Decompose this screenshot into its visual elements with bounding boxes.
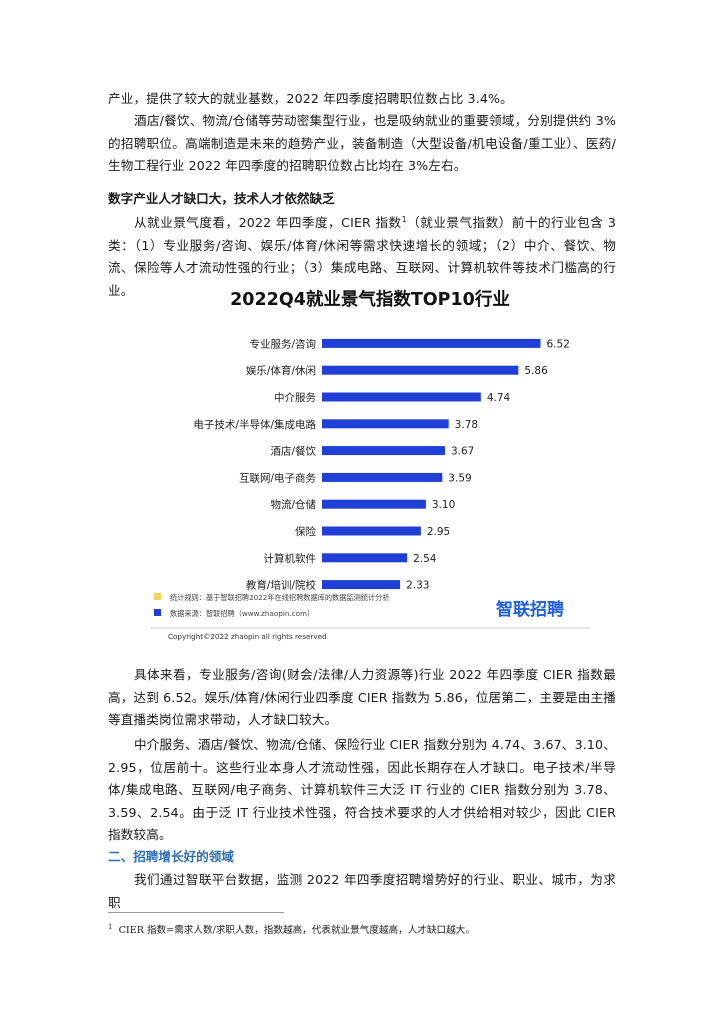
paragraph-monitoring: 我们通过智联平台数据，监测 2022 年四季度招聘增势好的行业、职业、城市，为求…: [108, 872, 616, 910]
logo-text: 智联招聘: [496, 599, 564, 620]
category-label: 教育/培训/院校: [246, 579, 317, 592]
legend-source-text: 数据来源：智联招聘（www.zhaopin.com）: [170, 609, 314, 618]
legend-swatch-source: [154, 609, 161, 616]
section-heading: 二、招聘增长好的领域: [108, 849, 234, 864]
category-label: 酒店/餐饮: [270, 445, 316, 458]
chart-title: 2022Q4就业景气指数TOP10行业: [230, 290, 510, 310]
value-label: 2.33: [406, 580, 429, 592]
chart-canvas: 专业服务/咨询 6.52 娱乐/体育/休闲 5.86 中介服务 4.74 电子技术/半导体/…: [150, 337, 590, 641]
value-label: 3.10: [432, 499, 455, 511]
value-label: 3.67: [451, 446, 474, 458]
paragraph-labor-intensive: 酒店/餐饮、物流/仓储等劳动密集型行业，也是吸纳就业的重要领域，分别提供约 3%…: [108, 113, 616, 174]
paragraph-cier-text-b: （就业景气指数）前十的行业包含 3 类：（1）专业服务/咨询、娱乐/体育/休闲等…: [108, 215, 616, 298]
value-label: 3.59: [448, 472, 471, 484]
cier-bar-chart: 2022Q4就业景气指数TOP10行业 专业服务/咨询 6.52 娱乐/体育/休闲 5…: [150, 282, 590, 642]
legend-swatch-rule: [154, 593, 161, 600]
value-label: 2.95: [427, 526, 450, 538]
category-label: 专业服务/咨询: [249, 337, 316, 350]
value-label: 6.52: [547, 338, 570, 350]
category-label: 保险: [295, 525, 316, 538]
bar: [322, 553, 408, 563]
footnote-ref[interactable]: 1: [401, 214, 407, 224]
footnote-mark: 1: [108, 922, 113, 931]
value-label: 2.54: [413, 553, 437, 565]
paragraph-top-ten-industries: 中介服务、酒店/餐饮、物流/仓储、保险行业 CIER 指数分别为 4.74、3.…: [108, 737, 616, 843]
legend-rule-text: 统计规则：基于智联招聘2022年在线招聘数据库的数据监测统计分析: [170, 593, 390, 602]
paragraph-specific-details: 具体来看，专业服务/咨询(财会/法律/人力资源等)行业 2022 年四季度 CI…: [108, 667, 616, 728]
category-label: 互联网/电子商务: [239, 471, 317, 484]
bar: [322, 446, 445, 456]
category-label: 物流/仓储: [270, 498, 316, 511]
footnote-text: CIER 指数=需求人数/求职人数，指数越高，代表就业景气度越高，人才缺口越大。: [118, 925, 475, 936]
copyright-text: Copyright©2022 zhaopin all rights reserv…: [168, 632, 327, 641]
paragraph-continuation: 产业，提供了较大的就业基数，2022 年四季度招聘职位数占比 3.4%。: [108, 91, 513, 106]
bar: [322, 499, 426, 509]
footnote-divider: [108, 912, 284, 913]
bar: [322, 338, 541, 348]
paragraph-cier-overview: 从就业景气度看，2022 年四季度，CIER 指数1（就业景气指数）前十的行业包…: [108, 212, 616, 302]
paragraph-cier-text-a: 从就业景气度看，2022 年四季度，CIER 指数: [134, 215, 402, 230]
bar: [322, 392, 481, 402]
bar: [322, 419, 449, 429]
value-label: 3.78: [455, 419, 478, 431]
bar: [322, 472, 443, 482]
footnote: 1 CIER 指数=需求人数/求职人数，指数越高，代表就业景气度越高，人才缺口越…: [108, 922, 475, 936]
category-label: 中介服务: [274, 391, 316, 404]
bar: [322, 580, 401, 590]
category-label: 娱乐/体育/休闲: [246, 364, 316, 377]
category-label: 电子技术/半导体/集成电路: [193, 418, 316, 431]
value-label: 4.74: [487, 392, 511, 404]
zhaopin-logo: 智联招聘: [496, 599, 564, 620]
value-label: 5.86: [524, 365, 548, 377]
category-label: 计算机软件: [264, 552, 317, 565]
bar: [322, 526, 421, 536]
section-subheading: 数字产业人才缺口大，技术人才依然缺乏: [108, 191, 335, 206]
bar: [322, 365, 519, 375]
